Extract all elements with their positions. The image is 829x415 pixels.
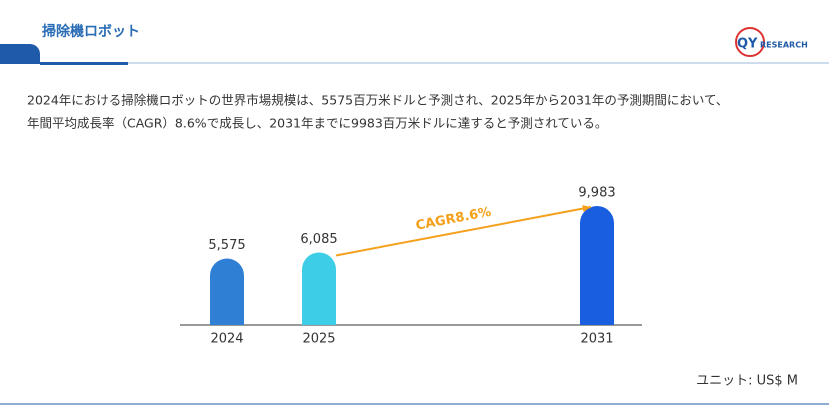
x-tick-label: 2025 [302, 332, 335, 347]
logo-ring [735, 27, 765, 57]
x-tick-label: 2024 [210, 332, 243, 347]
bar [302, 252, 336, 325]
value-label: 6,085 [300, 232, 337, 247]
header-title: 掃除機ロボット [42, 23, 140, 40]
logo-mark: QY [737, 37, 758, 52]
x-tick-label: 2031 [580, 332, 613, 347]
cagr-arrowhead [582, 205, 591, 212]
bar [580, 206, 614, 325]
description-line: 2024年における掃除機ロボットの世界市場規模は、5575百万米ドルと予測され、… [27, 93, 728, 108]
value-label: 5,575 [208, 238, 245, 253]
logo-text: RESEARCH [760, 41, 808, 50]
bar [210, 258, 244, 325]
header-tab [0, 44, 40, 64]
cagr-arrow [335, 206, 592, 257]
unit-label: ユニット: US$ M [696, 374, 798, 389]
value-label: 9,983 [578, 186, 615, 201]
description-line: 年間平均成長率（CAGR）8.6%で成長し、2031年までに9983百万米ドルに… [27, 116, 607, 131]
